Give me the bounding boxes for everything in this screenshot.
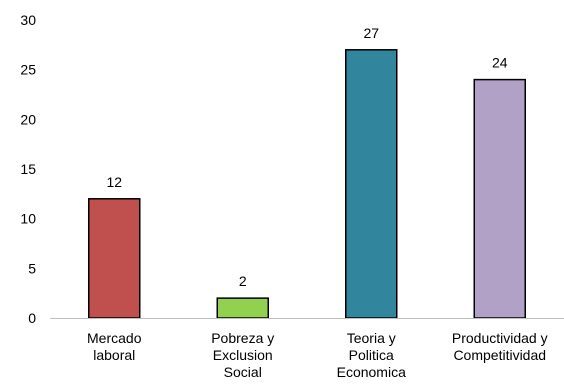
y-axis-tick-labels: 0 5 10 15 20 25 30 [20, 12, 36, 326]
bar [345, 49, 398, 319]
y-tick-label: 10 [20, 211, 36, 227]
x-tick-label: Productividad y Competitividad [452, 330, 548, 363]
y-tick-label: 20 [20, 111, 36, 127]
x-tick-label: Mercado laboral [87, 330, 142, 363]
data-label: 2 [239, 273, 247, 289]
y-tick-label: 5 [28, 260, 36, 276]
bar [473, 78, 526, 319]
y-tick-label: 25 [20, 62, 36, 78]
data-label: 12 [106, 174, 122, 190]
data-label: 24 [492, 55, 508, 71]
bar [88, 198, 141, 319]
y-tick-label: 30 [20, 12, 36, 28]
x-tick-label: Teoria y Politica Economica [337, 330, 406, 380]
y-tick-label: 15 [20, 161, 36, 177]
x-tick-label: Pobreza y Exclusion Social [211, 330, 274, 380]
data-labels: 12 2 27 24 [106, 25, 507, 289]
bar [216, 297, 269, 319]
y-tick-label: 0 [28, 310, 36, 326]
data-label: 27 [363, 25, 379, 41]
category-labels: Mercado laboral Pobreza y Exclusion Social Te… [87, 330, 548, 380]
bars [88, 49, 526, 319]
